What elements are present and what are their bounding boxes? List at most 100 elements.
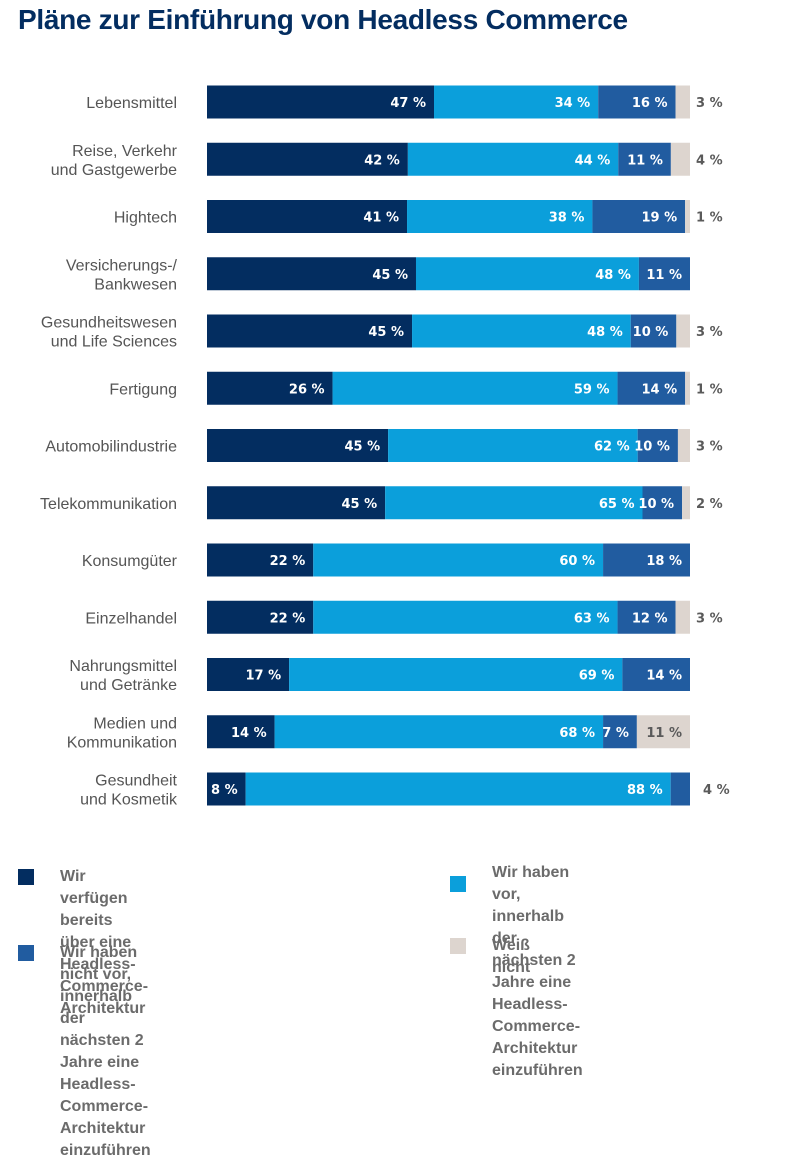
chart-title: Pläne zur Einführung von Headless Commer… <box>18 4 628 35</box>
value-label-existing: 45 % <box>344 440 380 455</box>
value-label-not-planned: 10 % <box>634 440 670 455</box>
value-label-not-planned: 19 % <box>641 211 677 226</box>
bar-segment-existing <box>207 371 333 405</box>
bar-segment-unknown <box>685 200 690 233</box>
value-label-existing: 45 % <box>372 268 408 283</box>
bar-segment-existing <box>207 486 386 520</box>
bar-segment-existing <box>207 142 408 176</box>
bar-segment-planned <box>313 600 618 634</box>
bar-segment-planned <box>245 772 671 806</box>
value-label-unknown: 3 % <box>696 611 723 626</box>
bar-segment-planned <box>388 429 638 462</box>
value-label-existing: 45 % <box>341 497 377 512</box>
bar-segment-existing <box>207 543 314 577</box>
category-label: Hightech <box>114 210 177 227</box>
bar-segment-planned <box>407 142 619 176</box>
value-label-planned: 34 % <box>555 96 591 111</box>
bar-segment-unknown <box>685 371 690 405</box>
bar-segment-planned <box>434 85 599 119</box>
value-label-unknown: 1 % <box>696 211 723 226</box>
bar-segment-existing <box>207 200 408 233</box>
value-label-unknown: 3 % <box>696 325 723 340</box>
bar-segment-existing <box>207 600 314 634</box>
legend-swatch-planned <box>450 876 466 892</box>
bar-row: Gesundheitswesen und Life Sciences 45 % 48 … <box>41 314 723 351</box>
category-label: Einzelhandel <box>85 610 177 627</box>
category-label: Versicherungs-/Bankwesen <box>66 257 178 293</box>
bar-segment-planned <box>412 314 631 348</box>
bar-segment-unknown <box>675 85 690 119</box>
bar-row: Konsumgüter 22 % 60 % 18 % <box>82 543 690 577</box>
bar-segment-existing <box>207 429 389 462</box>
value-label-not-planned: 16 % <box>632 96 668 111</box>
category-label: Reise, Verkehr und Gastgewerbe <box>51 143 178 179</box>
value-label-existing: 42 % <box>364 153 400 168</box>
bar-row: Reise, Verkehr und Gastgewerbe 42 % 44 % 11 … <box>51 142 723 179</box>
value-label-existing: 41 % <box>363 211 399 226</box>
bar-row: Versicherungs-/Bankwesen 45 % 48 % 11 % <box>66 257 690 293</box>
bar-segment-existing <box>207 658 290 691</box>
bar-segment-not-planned <box>618 142 671 176</box>
value-label-not-planned: 11 % <box>627 153 663 168</box>
value-label-not-planned: 14 % <box>646 669 682 684</box>
value-label-not-planned: 11 % <box>646 268 682 283</box>
value-label-outside: 4 % <box>703 783 730 798</box>
category-label: Lebensmittel <box>86 95 177 112</box>
bar-row: Automobilindustrie 45 % 62 % 10 % 3 % <box>45 429 723 462</box>
legend-swatch-existing <box>18 869 34 885</box>
value-label-existing: 8 % <box>211 783 238 798</box>
legend-label-existing: Wir verfügen bereits über eine Headless-… <box>60 868 149 1017</box>
bar-segment-unknown <box>675 600 690 634</box>
value-label-unknown: 3 % <box>696 96 723 111</box>
category-label: Medien und Kommunikation <box>67 715 177 751</box>
value-label-unknown: 3 % <box>696 440 723 455</box>
bar-row: Telekommunikation 45 % 65 % 10 % 2 % <box>40 486 723 520</box>
value-label-planned: 62 % <box>594 440 630 455</box>
bar-segment-unknown <box>677 429 690 462</box>
value-label-planned: 59 % <box>574 382 610 397</box>
bar-row: Gesundheit und Kosmetik 8 % 88 % 4 % <box>80 772 730 809</box>
value-label-existing: 45 % <box>368 325 404 340</box>
bar-segment-planned <box>332 371 618 405</box>
category-label: Konsumgüter <box>82 553 178 570</box>
value-label-unknown: 2 % <box>696 497 723 512</box>
bar-segment-existing <box>207 85 435 119</box>
bar-segment-existing <box>207 257 416 291</box>
value-label-planned: 69 % <box>579 669 615 684</box>
bar-segment-not-planned <box>670 772 690 806</box>
value-label-not-planned: 7 % <box>602 726 629 741</box>
stacked-bar-chart: Lebensmittel 47 % 34 % 16 % 3 % Reise, Verkeh… <box>40 85 730 809</box>
value-label-not-planned: 10 % <box>638 497 674 512</box>
value-label-planned: 65 % <box>599 497 635 512</box>
value-label-existing: 22 % <box>270 611 306 626</box>
bar-segment-not-planned <box>603 715 637 749</box>
bar-segment-not-planned <box>638 257 690 291</box>
value-label-unknown: 1 % <box>696 382 723 397</box>
value-label-existing: 26 % <box>289 382 325 397</box>
value-label-planned: 68 % <box>559 726 595 741</box>
bar-segment-not-planned <box>622 658 690 691</box>
bar-segment-not-planned <box>642 486 683 520</box>
bar-segment-not-planned <box>630 314 677 348</box>
category-label: Fertigung <box>109 381 177 398</box>
bar-segment-planned <box>385 486 643 520</box>
category-label: Nahrungsmittel und Getränke <box>69 658 177 694</box>
bar-row: Lebensmittel 47 % 34 % 16 % 3 % <box>86 85 723 119</box>
value-label-existing: 47 % <box>390 96 426 111</box>
bar-segment-not-planned <box>598 85 676 119</box>
bar-segment-existing <box>207 715 275 749</box>
legend-label-not-planned: Wir haben nicht vor, innerhalb der nächs… <box>60 944 151 1159</box>
bar-segment-planned <box>274 715 604 749</box>
value-label-existing: 17 % <box>245 669 281 684</box>
bar-segment-not-planned <box>603 543 690 577</box>
value-label-not-planned: 10 % <box>633 325 669 340</box>
bar-segment-not-planned <box>617 600 676 634</box>
bar-segment-not-planned <box>592 200 686 233</box>
value-label-unknown: 4 % <box>696 153 723 168</box>
bar-segment-unknown <box>636 715 690 749</box>
value-label-existing: 22 % <box>270 554 306 569</box>
category-label: Gesundheit und Kosmetik <box>80 773 178 809</box>
bar-segment-unknown <box>670 142 690 176</box>
category-label: Telekommunikation <box>40 496 177 513</box>
bar-row: Fertigung 26 % 59 % 14 % 1 % <box>109 371 723 405</box>
